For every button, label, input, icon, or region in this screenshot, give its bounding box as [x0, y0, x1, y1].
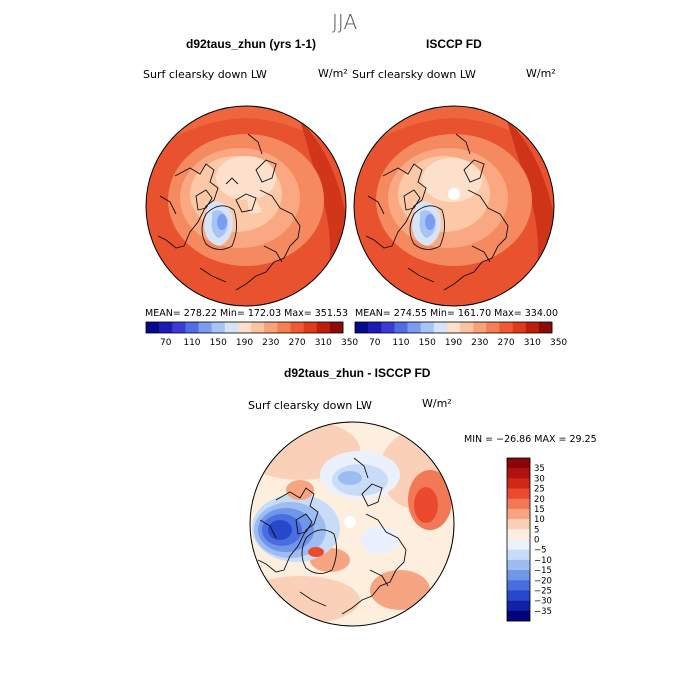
diff-colorbar-swatch [507, 549, 530, 561]
diff-colorbar-swatch [507, 468, 530, 479]
right-colorbar-swatch [538, 322, 553, 333]
left-panel-subtitle: Surf clearsky down LW [143, 68, 267, 81]
left-colorbar-swatch [237, 322, 252, 333]
diff-colorbar-tick-label: −15 [534, 566, 552, 576]
right-colorbar-tick-label: 350 [550, 338, 567, 348]
left-colorbar-tick-label: 190 [236, 338, 253, 348]
diff-minmax: MIN = −26.86 MAX = 29.25 [464, 434, 597, 445]
diff-colorbar-swatch [507, 529, 530, 540]
right-colorbar-swatch [473, 322, 487, 333]
diff-colorbar-tick-label: −35 [534, 607, 552, 617]
left-colorbar-swatch [251, 322, 265, 333]
diff-colorbar-swatch [507, 590, 530, 601]
right-colorbar-swatch [381, 322, 395, 333]
right-colorbar-swatch [394, 322, 408, 333]
left-colorbar-tick-label: 270 [288, 338, 305, 348]
diff-panel-subtitle: Surf clearsky down LW [248, 399, 372, 412]
diff-colorbar-swatch [507, 498, 530, 510]
diff-colorbar-swatch [507, 610, 530, 622]
diff-colorbar-tick-label: 0 [534, 536, 539, 546]
diff-colorbar-swatch [507, 570, 530, 581]
diff-colorbar-tick-label: 25 [534, 485, 545, 495]
diff-colorbar-swatch [507, 508, 530, 520]
right-colorbar-swatch [460, 322, 474, 333]
diff-colorbar-swatch [507, 458, 530, 469]
diff-colorbar-tick-label: 10 [534, 515, 545, 525]
right-colorbar-tick-label: 270 [497, 338, 514, 348]
difference-map [249, 421, 455, 627]
right-colorbar-swatch [446, 322, 461, 333]
right-colorbar-swatch [486, 322, 500, 333]
diff-colorbar-frame [506, 457, 531, 622]
right-colorbar-tick-label: 110 [392, 338, 409, 348]
diff-colorbar-tick-label: 15 [534, 505, 545, 515]
right-colorbar-frame [354, 321, 553, 334]
left-colorbar-swatch [211, 322, 226, 333]
diff-colorbar-swatch [507, 559, 530, 571]
right-colorbar-swatch [433, 322, 448, 333]
left-colorbar-swatch [172, 322, 186, 333]
left-panel-title: d92taus_zhun (yrs 1-1) [186, 37, 317, 51]
diff-colorbar-swatch [507, 600, 530, 612]
diff-colorbar-swatch [507, 478, 530, 489]
left-colorbar-swatch [159, 322, 173, 333]
diff-colorbar-swatch [507, 580, 530, 591]
right-colorbar-tick-label: 230 [471, 338, 488, 348]
diff-colorbar-tick-label: −25 [534, 586, 552, 596]
diff-colorbar-tick-label: 20 [534, 495, 545, 505]
diff-colorbar-tick-label: −5 [534, 546, 547, 556]
left-colorbar-tick-label: 70 [160, 338, 172, 348]
right-panel-subtitle: Surf clearsky down LW [352, 68, 476, 81]
diff-colorbar-tick-label: 5 [534, 525, 539, 535]
diff-colorbar-tick-label: −10 [534, 556, 552, 566]
left-panel-units: W/m² [318, 67, 348, 80]
right-colorbar-swatch [368, 322, 382, 333]
diff-colorbar-tick-label: −30 [534, 597, 552, 607]
left-panel-stats: MEAN= 278.22 Min= 172.03 Max= 351.53 [145, 308, 349, 319]
left-colorbar-swatch [185, 322, 199, 333]
right-colorbar-swatch [499, 322, 513, 333]
right-colorbar-swatch [407, 322, 421, 333]
diff-panel-units: W/m² [422, 397, 452, 410]
diff-panel-title: d92taus_zhun - ISCCP FD [284, 366, 431, 380]
diff-colorbar-swatch [507, 539, 530, 550]
season-title: JJA [332, 10, 358, 34]
right-colorbar-swatch [525, 322, 540, 333]
left-colorbar-tick-label: 150 [210, 338, 227, 348]
right-panel-units: W/m² [526, 67, 556, 80]
left-colorbar-swatch [303, 322, 318, 333]
right-panel-title: ISCCP FD [426, 37, 482, 51]
left-colorbar-swatch [224, 322, 239, 333]
left-colorbar-tick-label: 110 [183, 338, 200, 348]
right-colorbar-swatch [420, 322, 435, 333]
left-colorbar-swatch [264, 322, 278, 333]
diff-colorbar-tick-label: −20 [534, 576, 552, 586]
diff-colorbar-tick-label: 30 [534, 474, 545, 484]
diff-colorbar-swatch [507, 488, 530, 500]
left-colorbar-frame [145, 321, 344, 334]
right-colorbar-tick-label: 190 [445, 338, 462, 348]
right-colorbar-tick-label: 150 [419, 338, 436, 348]
left-colorbar-swatch [146, 322, 160, 333]
right-colorbar-tick-label: 310 [524, 338, 541, 348]
left-colorbar-swatch [316, 322, 331, 333]
left-colorbar-tick-label: 350 [341, 338, 358, 348]
right-colorbar-swatch [355, 322, 369, 333]
diff-colorbar-swatch [507, 519, 530, 530]
left-colorbar-swatch [290, 322, 304, 333]
left-colorbar-swatch [277, 322, 291, 333]
left-colorbar-swatch [198, 322, 212, 333]
right-panel-stats: MEAN= 274.55 Min= 161.70 Max= 334.00 [355, 308, 559, 319]
left-colorbar-tick-label: 230 [262, 338, 279, 348]
diff-colorbar-tick-label: 35 [534, 464, 545, 474]
left-colorbar-swatch [329, 322, 344, 333]
right-colorbar-tick-label: 70 [369, 338, 381, 348]
right-colorbar-swatch [512, 322, 527, 333]
left-colorbar-tick-label: 310 [315, 338, 332, 348]
